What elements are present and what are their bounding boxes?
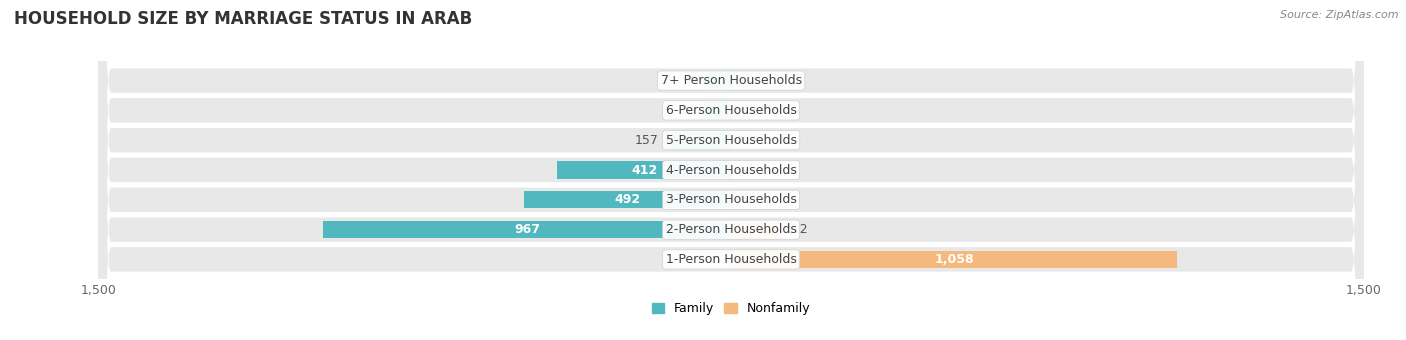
Text: 7+ Person Households: 7+ Person Households — [661, 74, 801, 87]
Bar — [731, 102, 756, 119]
Bar — [731, 221, 779, 238]
FancyBboxPatch shape — [98, 0, 1364, 340]
Bar — [731, 191, 734, 208]
Text: 0: 0 — [762, 74, 770, 87]
Text: 65: 65 — [682, 104, 697, 117]
Text: 157: 157 — [634, 134, 658, 147]
Text: 64: 64 — [682, 74, 697, 87]
FancyBboxPatch shape — [98, 0, 1364, 340]
Text: 0: 0 — [762, 134, 770, 147]
Text: 112: 112 — [785, 223, 808, 236]
Text: 5-Person Households: 5-Person Households — [665, 134, 797, 147]
Bar — [731, 132, 756, 149]
Bar — [323, 221, 731, 238]
Bar — [704, 72, 731, 89]
Text: 2: 2 — [738, 164, 747, 176]
Text: 1,058: 1,058 — [935, 253, 974, 266]
Bar — [731, 72, 756, 89]
Bar — [703, 102, 731, 119]
Bar — [557, 162, 731, 178]
FancyBboxPatch shape — [98, 0, 1364, 340]
Text: 4-Person Households: 4-Person Households — [665, 164, 797, 176]
FancyBboxPatch shape — [98, 0, 1364, 340]
Text: 0: 0 — [762, 104, 770, 117]
Bar — [731, 251, 1177, 268]
Text: 2-Person Households: 2-Person Households — [665, 223, 797, 236]
FancyBboxPatch shape — [98, 0, 1364, 340]
Text: 1-Person Households: 1-Person Households — [665, 253, 797, 266]
Text: Source: ZipAtlas.com: Source: ZipAtlas.com — [1281, 10, 1399, 20]
Bar — [523, 191, 731, 208]
Text: 412: 412 — [631, 164, 658, 176]
Text: 6-Person Households: 6-Person Households — [665, 104, 797, 117]
Text: 967: 967 — [515, 223, 540, 236]
Legend: Family, Nonfamily: Family, Nonfamily — [647, 298, 815, 320]
FancyBboxPatch shape — [98, 0, 1364, 340]
Text: 492: 492 — [614, 193, 640, 206]
Text: HOUSEHOLD SIZE BY MARRIAGE STATUS IN ARAB: HOUSEHOLD SIZE BY MARRIAGE STATUS IN ARA… — [14, 10, 472, 28]
FancyBboxPatch shape — [98, 0, 1364, 340]
Text: 3-Person Households: 3-Person Households — [665, 193, 797, 206]
Text: 7: 7 — [741, 193, 748, 206]
Bar — [665, 132, 731, 149]
